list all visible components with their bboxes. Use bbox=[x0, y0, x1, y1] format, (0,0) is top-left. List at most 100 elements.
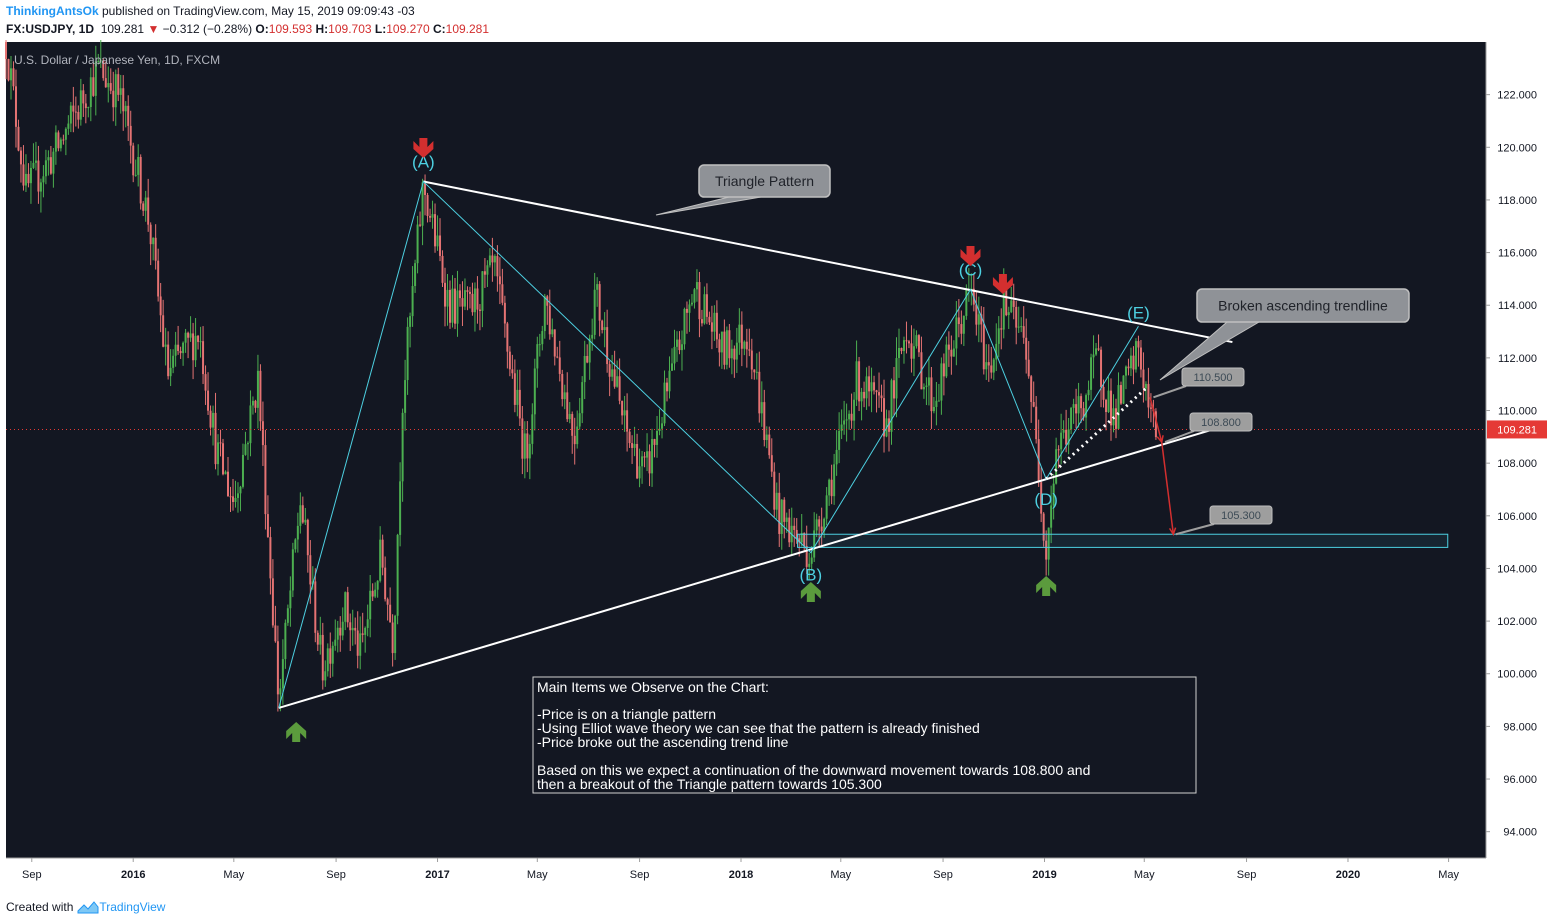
price-target-box[interactable] bbox=[1209, 505, 1273, 525]
support-zone[interactable] bbox=[797, 533, 1449, 548]
candle-body bbox=[19, 150, 22, 165]
triangle-pattern-callout-box[interactable] bbox=[698, 164, 831, 198]
candle-body bbox=[436, 235, 439, 247]
candle-body bbox=[256, 370, 259, 408]
candle-body bbox=[451, 288, 454, 323]
candle-body bbox=[194, 335, 197, 361]
lower-trendline[interactable] bbox=[278, 422, 1233, 709]
analysis-note-box[interactable] bbox=[532, 676, 1197, 794]
candle-body bbox=[758, 371, 761, 414]
candle-body bbox=[1082, 408, 1085, 418]
price-axis[interactable]: 94.000 96.000 98.000 100.000 102.000 104.000 1… bbox=[1485, 42, 1547, 858]
candle-body bbox=[104, 78, 107, 88]
candle-body bbox=[289, 590, 292, 609]
broken-trendline-callout-box[interactable] bbox=[1196, 288, 1410, 323]
candle-body bbox=[666, 382, 669, 392]
candle-body bbox=[601, 320, 604, 331]
low-label: L: bbox=[374, 22, 387, 36]
candle-body bbox=[189, 333, 192, 338]
candle-body bbox=[34, 160, 37, 163]
footer: Created with TradingView bbox=[6, 897, 165, 917]
candle-body bbox=[596, 284, 599, 290]
candle-body bbox=[1040, 482, 1043, 514]
price-target-box[interactable] bbox=[1181, 367, 1245, 387]
author-link[interactable]: ThinkingAntsOk bbox=[6, 4, 99, 18]
candle-body bbox=[840, 424, 843, 431]
candle-body bbox=[705, 294, 708, 317]
tradingview-brand: TradingView bbox=[99, 900, 166, 914]
candle-body bbox=[1144, 383, 1147, 389]
candle-body bbox=[1097, 348, 1100, 350]
candle-body bbox=[463, 290, 466, 307]
candle-body bbox=[351, 627, 354, 631]
red-down-arrow-icon bbox=[960, 246, 981, 266]
candle-body bbox=[5, 42, 7, 59]
upper-trendline[interactable] bbox=[423, 180, 1233, 344]
candle-body bbox=[556, 356, 559, 358]
candle-body bbox=[626, 410, 629, 432]
candle-body bbox=[1025, 337, 1028, 360]
publish-info: ThinkingAntsOk published on TradingView.… bbox=[6, 4, 415, 20]
candle-body bbox=[823, 518, 826, 532]
candle-body bbox=[172, 355, 175, 368]
candle-body bbox=[214, 412, 217, 465]
price-chart[interactable]: (A) (B) (C) (D) (E) 110.500 108.800 105.300 Tria… bbox=[0, 40, 1553, 890]
candle-body bbox=[236, 493, 239, 498]
candle-body bbox=[64, 128, 67, 140]
candle-body bbox=[439, 235, 442, 256]
candle-body bbox=[935, 400, 938, 407]
projection-arrow-1 bbox=[1149, 397, 1163, 443]
candles-layer bbox=[5, 40, 1157, 712]
candle-body bbox=[42, 176, 45, 183]
time-tick-label: May bbox=[1438, 869, 1459, 881]
candle-body bbox=[276, 641, 279, 695]
candle-body bbox=[548, 305, 551, 335]
published-text: published on TradingView.com, May 15, 20… bbox=[98, 4, 415, 18]
candle-body bbox=[157, 260, 160, 297]
candle-body bbox=[611, 369, 614, 377]
candle-body bbox=[69, 105, 72, 124]
candle-body bbox=[651, 439, 654, 474]
candle-body bbox=[830, 479, 833, 497]
candle-body bbox=[952, 348, 955, 357]
note-line: -Using Elliot wave theory we can see tha… bbox=[537, 720, 980, 736]
candle-body bbox=[164, 344, 167, 347]
candle-body bbox=[813, 530, 816, 558]
candle-body bbox=[169, 367, 172, 377]
candle-body bbox=[354, 627, 357, 631]
candle-body bbox=[259, 370, 262, 422]
candle-body bbox=[284, 622, 287, 660]
candle-body bbox=[144, 197, 147, 211]
time-tick-label: May bbox=[527, 869, 548, 881]
candle-body bbox=[291, 549, 294, 591]
candle-body bbox=[668, 370, 671, 392]
candle-body bbox=[511, 369, 514, 374]
time-axis[interactable]: Sep 2016 May Sep 2017 May Sep 2018 May Sep 2019 May… bbox=[6, 857, 1486, 881]
candle-body bbox=[663, 382, 666, 424]
price-target-pointer bbox=[1175, 523, 1215, 536]
candle-body bbox=[738, 324, 741, 343]
price-tick-label: 100.000 bbox=[1497, 669, 1537, 681]
candle-body bbox=[995, 343, 998, 360]
high-label: H: bbox=[315, 22, 329, 36]
candle-body bbox=[980, 314, 983, 325]
candle-body bbox=[37, 160, 40, 192]
price-target-box[interactable] bbox=[1189, 412, 1253, 432]
candle-body bbox=[162, 315, 165, 347]
candle-body bbox=[389, 604, 392, 623]
candle-body bbox=[653, 439, 656, 445]
candle-body bbox=[930, 377, 933, 412]
candle-body bbox=[1134, 341, 1137, 370]
tradingview-logo[interactable]: TradingView bbox=[77, 900, 165, 914]
candle-body bbox=[229, 496, 232, 498]
candle-body bbox=[621, 400, 624, 416]
elliott-wave-path[interactable] bbox=[278, 180, 1139, 709]
candle-body bbox=[897, 348, 900, 359]
candle-body bbox=[848, 413, 851, 420]
candle-body bbox=[788, 517, 791, 543]
broken-trendline[interactable] bbox=[1045, 385, 1149, 481]
candle-body bbox=[114, 74, 117, 108]
candle-body bbox=[149, 224, 152, 245]
candle-body bbox=[748, 349, 751, 351]
candle-body bbox=[84, 103, 87, 109]
